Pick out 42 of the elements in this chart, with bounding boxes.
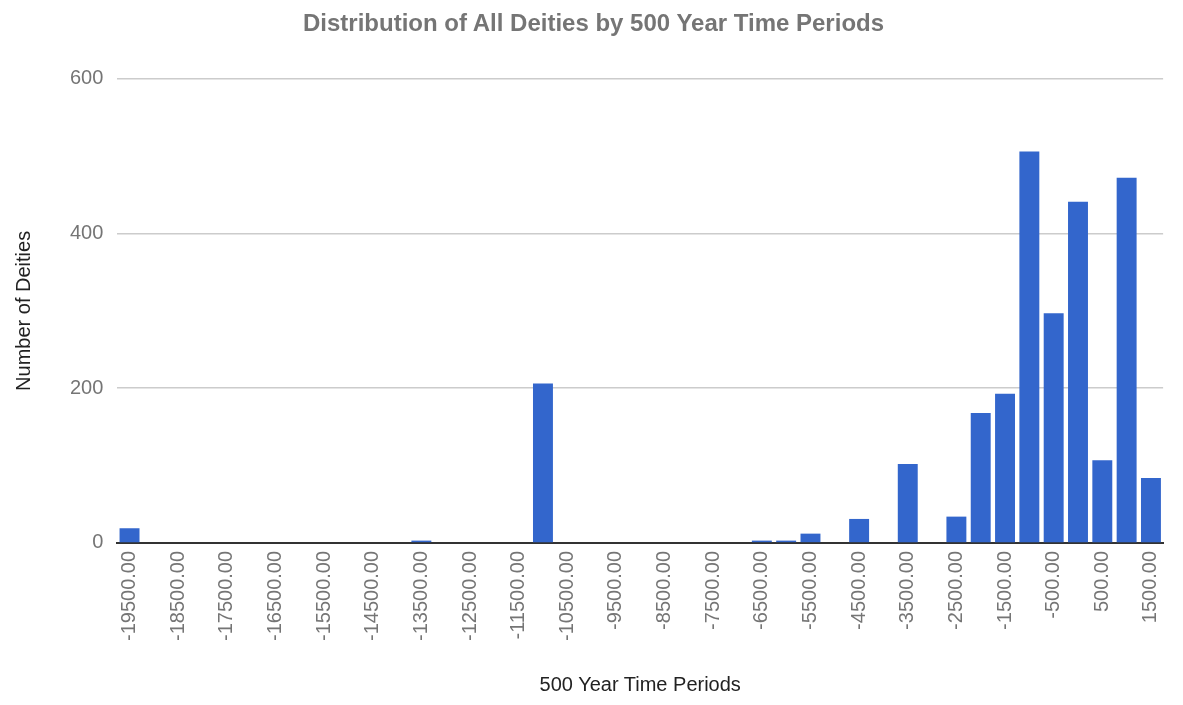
- x-axis-title: 500 Year Time Periods: [539, 672, 741, 695]
- x-tick-label: -10500.00: [554, 550, 577, 641]
- y-axis-title: Number of Deities: [11, 230, 34, 391]
- bar: [946, 516, 967, 543]
- bar: [1116, 177, 1137, 543]
- x-tick-label: -3500.00: [895, 550, 918, 630]
- bar: [849, 518, 870, 543]
- chart-title: Distribution of All Deities by 500 Year Time Periods: [302, 9, 885, 37]
- bar: [532, 383, 553, 543]
- x-tick-label: -2500.00: [943, 550, 966, 630]
- bar: [1068, 201, 1088, 543]
- bar: [897, 464, 918, 543]
- y-tick-label: 400: [69, 221, 104, 244]
- x-tick-label: 500.00: [1089, 550, 1112, 613]
- bar: [970, 412, 991, 543]
- x-tick-label: -19500.00: [117, 550, 140, 641]
- bar: [995, 393, 1016, 543]
- bar: [1140, 477, 1161, 543]
- x-tick-label: -9500.00: [603, 550, 626, 630]
- x-tick-label: 1500.00: [1138, 550, 1161, 624]
- x-tick-label: -1500.00: [992, 550, 1015, 630]
- x-tick-label: -11500.00: [506, 550, 529, 640]
- y-tick-label: 200: [69, 375, 104, 398]
- x-tick-label: -4500.00: [846, 550, 869, 630]
- x-tick-label: -12500.00: [457, 550, 480, 641]
- x-tick-label: -500.00: [1041, 550, 1064, 619]
- x-tick-label: -7500.00: [700, 550, 723, 630]
- bar: [1043, 313, 1064, 543]
- bar: [1092, 460, 1113, 543]
- x-tick-label: -18500.00: [165, 550, 188, 641]
- bar: [119, 528, 140, 543]
- x-tick-label: -8500.00: [652, 550, 675, 630]
- x-tick-label: -17500.00: [214, 550, 237, 641]
- x-tick-label: -14500.00: [360, 550, 383, 641]
- bar: [1019, 151, 1040, 543]
- y-tick-label: 600: [69, 66, 104, 89]
- x-tick-label: -5500.00: [797, 550, 820, 630]
- x-tick-label: -15500.00: [311, 550, 334, 641]
- y-tick-label: 0: [92, 530, 104, 553]
- x-tick-label: -16500.00: [262, 550, 285, 641]
- x-tick-label: -13500.00: [408, 550, 431, 641]
- x-tick-label: -6500.00: [749, 550, 772, 630]
